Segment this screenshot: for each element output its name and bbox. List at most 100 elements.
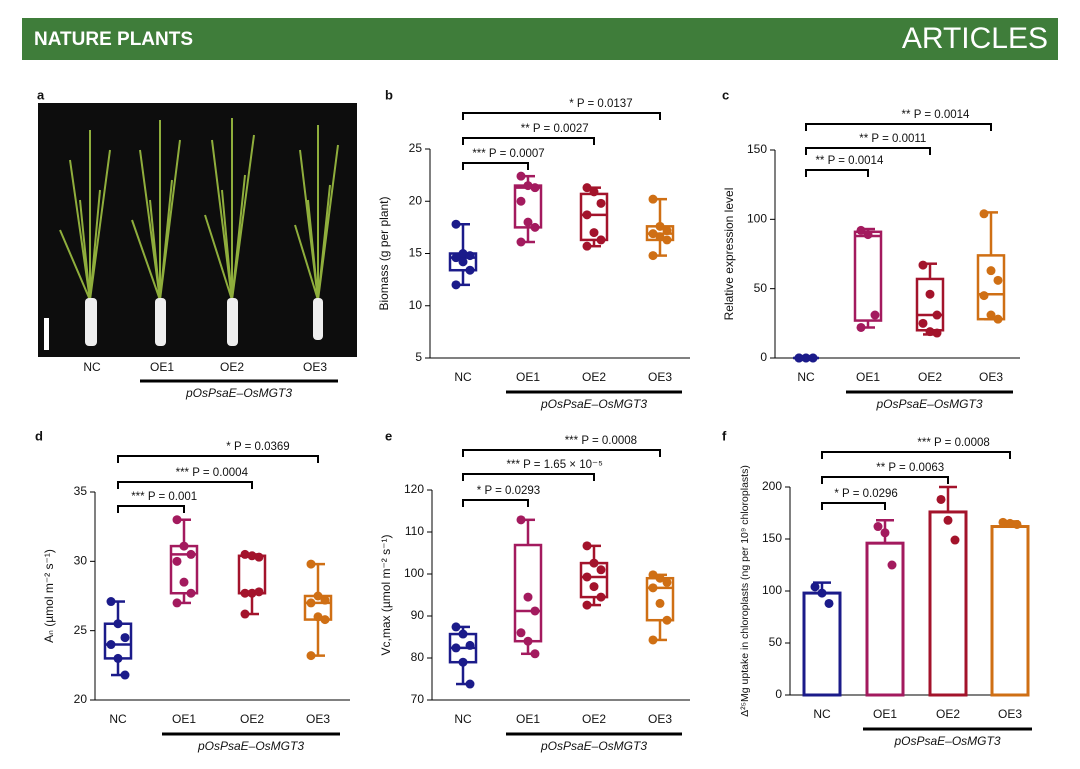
significance-bracket <box>462 112 661 120</box>
data-point <box>794 353 804 363</box>
significance-label: * P = 0.0137 <box>569 98 632 110</box>
data-point <box>925 289 935 299</box>
data-point <box>582 600 592 610</box>
data-point <box>186 549 196 559</box>
data-point <box>465 679 475 689</box>
significance-bracket <box>805 123 992 131</box>
group-label: pOsPsaE–OsMGT3 <box>540 739 647 753</box>
data-point <box>240 588 250 598</box>
data-point <box>856 322 866 332</box>
photo <box>38 103 357 357</box>
significance-bracket <box>805 147 931 155</box>
data-point <box>113 619 123 629</box>
data-point <box>451 280 461 290</box>
y-axis-label: Aₙ (µmol m⁻² s⁻¹) <box>42 549 56 643</box>
data-point <box>979 291 989 301</box>
data-point <box>458 629 468 639</box>
data-point <box>240 609 250 619</box>
data-point <box>247 551 257 561</box>
significance-label: *** P = 0.0007 <box>472 148 544 160</box>
data-point <box>306 598 316 608</box>
box <box>976 254 1006 321</box>
significance-label: ** P = 0.0027 <box>521 123 589 135</box>
significance-bracket <box>821 502 886 510</box>
data-point <box>172 598 182 608</box>
data-point <box>465 265 475 275</box>
data-point <box>655 232 665 242</box>
panel-letter: d <box>35 428 43 443</box>
data-point <box>655 221 665 231</box>
panel-letter: c <box>722 87 729 102</box>
y-tick-label: 110 <box>405 524 424 538</box>
data-point <box>863 230 873 240</box>
bar <box>802 591 842 697</box>
x-tick-label: OE2 <box>918 370 942 384</box>
data-point <box>596 235 606 245</box>
y-tick-label: 80 <box>411 650 425 664</box>
x-tick-label: NC <box>109 712 127 726</box>
significance-label: ** P = 0.0014 <box>902 109 970 121</box>
data-point <box>986 266 996 276</box>
data-point <box>120 670 130 680</box>
y-tick-label: 90 <box>411 608 425 622</box>
data-point <box>458 657 468 667</box>
data-point <box>824 598 834 608</box>
y-tick-label: 20 <box>74 692 88 706</box>
x-tick-label: OE3 <box>998 707 1022 721</box>
data-point <box>523 217 533 227</box>
data-point <box>648 635 658 645</box>
x-tick-label: OE2 <box>582 370 606 384</box>
x-tick-label: NC <box>813 707 831 721</box>
data-point <box>523 181 533 191</box>
data-point <box>516 515 526 525</box>
data-point <box>870 310 880 320</box>
data-point <box>313 591 323 601</box>
group-label: pOsPsaE–OsMGT3 <box>185 386 292 400</box>
x-tick-label: NC <box>454 370 472 384</box>
photo-label: OE2 <box>220 360 244 374</box>
group-label: pOsPsaE–OsMGT3 <box>197 739 304 753</box>
header-bar <box>22 18 1058 60</box>
data-point <box>516 171 526 181</box>
data-point <box>582 541 592 551</box>
significance-bracket <box>821 476 949 484</box>
data-point <box>179 541 189 551</box>
data-point <box>254 587 264 597</box>
y-tick-label: 20 <box>409 193 423 207</box>
data-point <box>582 241 592 251</box>
data-point <box>1012 519 1022 529</box>
data-point <box>240 549 250 559</box>
data-point <box>648 583 658 593</box>
y-axis-label: Vc,max (µmol m⁻² s⁻¹) <box>379 535 393 656</box>
x-tick-label: OE1 <box>856 370 880 384</box>
y-tick-label: 25 <box>74 623 88 637</box>
significance-bracket <box>821 451 1011 459</box>
data-point <box>648 251 658 261</box>
x-tick-label: OE3 <box>979 370 1003 384</box>
significance-label: *** P = 0.0004 <box>176 467 249 479</box>
data-point <box>465 640 475 650</box>
data-point <box>306 651 316 661</box>
data-point <box>306 559 316 569</box>
data-point <box>1005 518 1015 528</box>
data-point <box>530 606 540 616</box>
x-tick-label: OE3 <box>648 370 672 384</box>
photo-label: OE3 <box>303 360 327 374</box>
x-tick-label: OE3 <box>306 712 330 726</box>
data-point <box>530 222 540 232</box>
bar <box>865 541 905 697</box>
data-point <box>120 633 130 643</box>
data-point <box>925 327 935 337</box>
photo-label: OE1 <box>150 360 174 374</box>
journal-name: NATURE PLANTS <box>34 29 193 50</box>
y-tick-label: 0 <box>775 687 782 701</box>
data-point <box>662 577 672 587</box>
data-point <box>662 235 672 245</box>
data-point <box>801 353 811 363</box>
y-tick-label: 15 <box>409 246 423 260</box>
y-tick-label: 10 <box>409 298 423 312</box>
significance-bracket <box>805 169 869 177</box>
data-point <box>254 552 264 562</box>
panel-letter: b <box>385 87 393 102</box>
